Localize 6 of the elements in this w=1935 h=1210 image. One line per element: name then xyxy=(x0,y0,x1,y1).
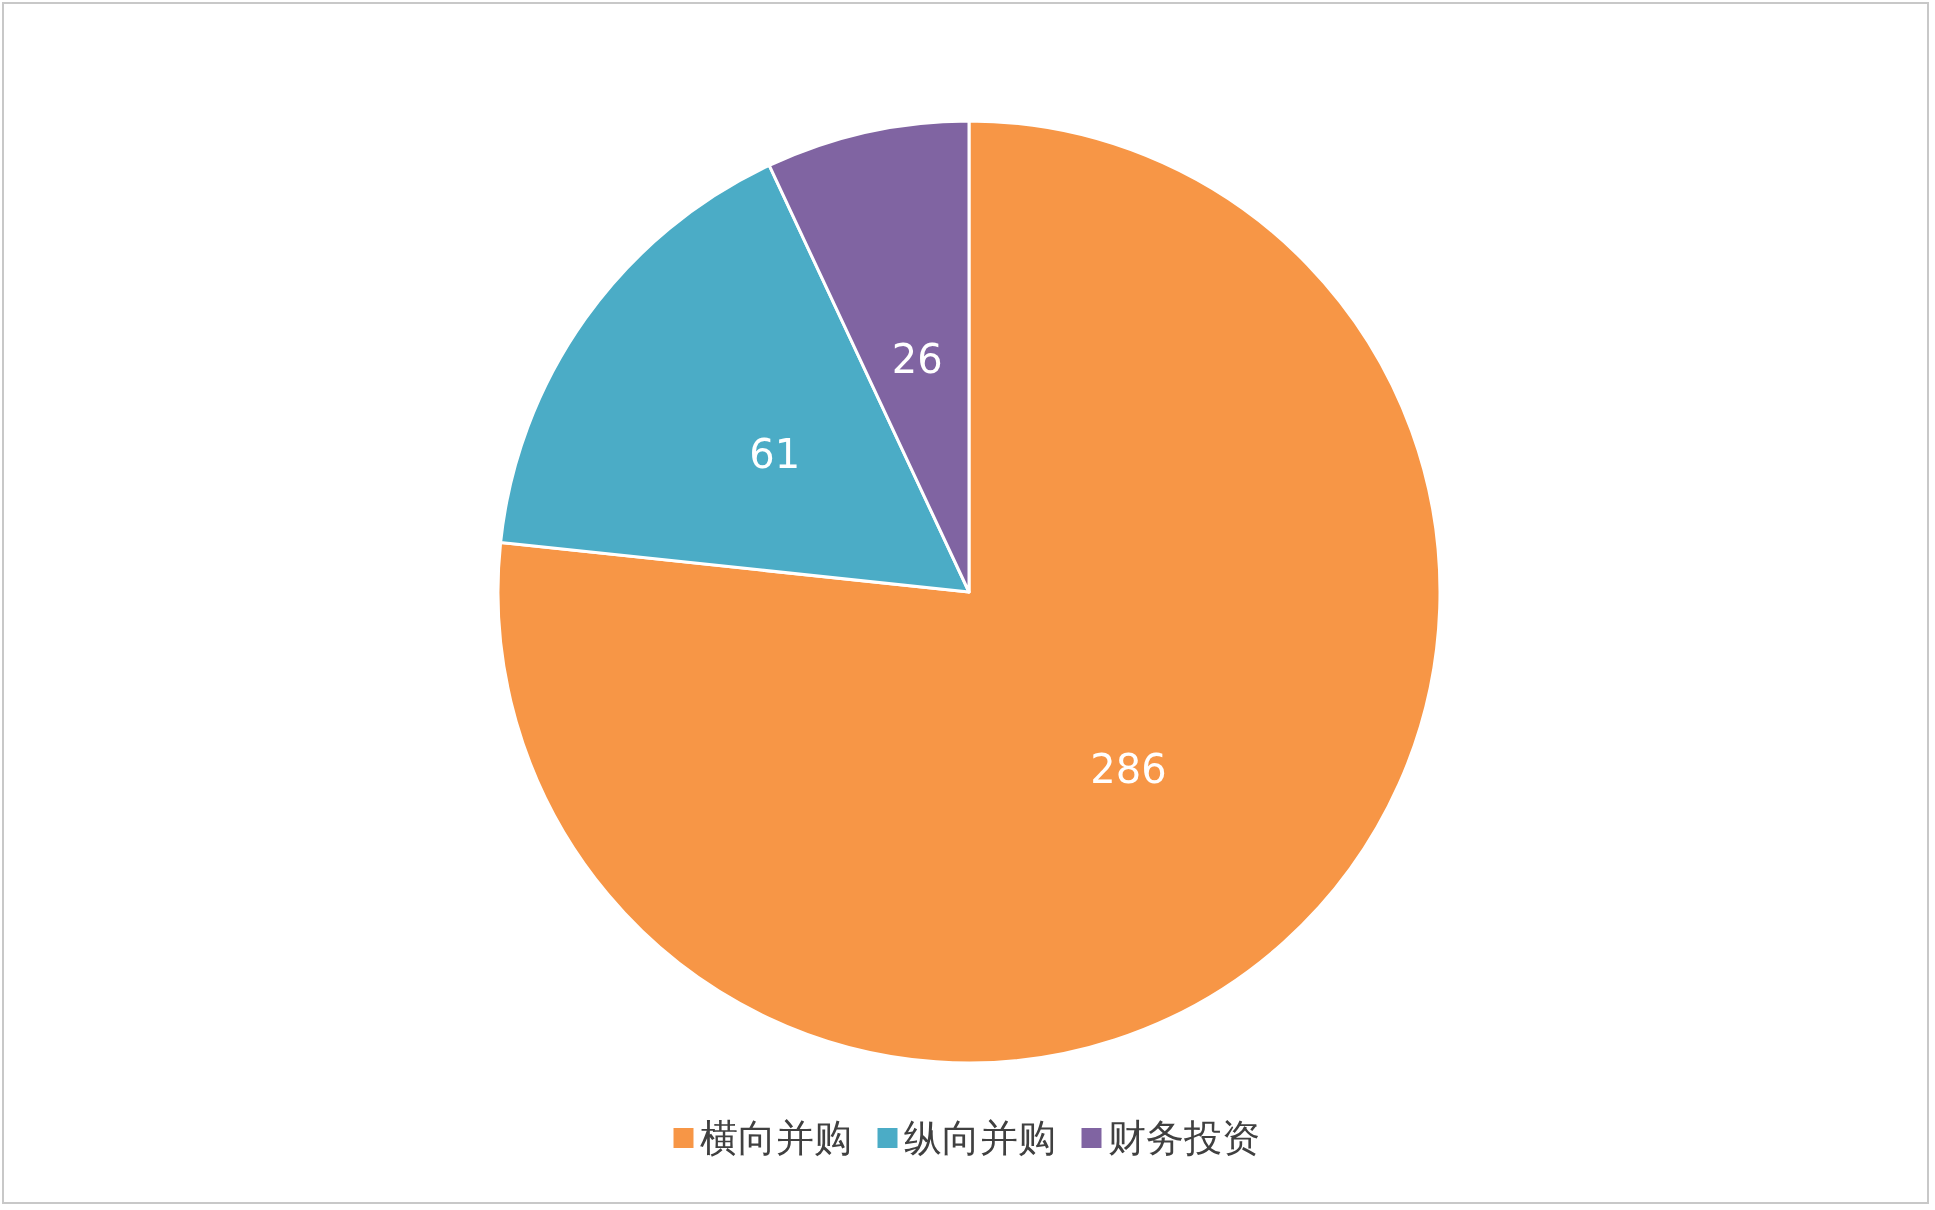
data-label: 286 xyxy=(1090,746,1167,793)
legend-label: 横向并购 xyxy=(699,1116,852,1160)
legend-label: 纵向并购 xyxy=(903,1116,1056,1160)
data-label: 61 xyxy=(749,430,801,477)
data-label: 26 xyxy=(891,336,943,383)
legend-label: 财务投资 xyxy=(1107,1116,1260,1160)
